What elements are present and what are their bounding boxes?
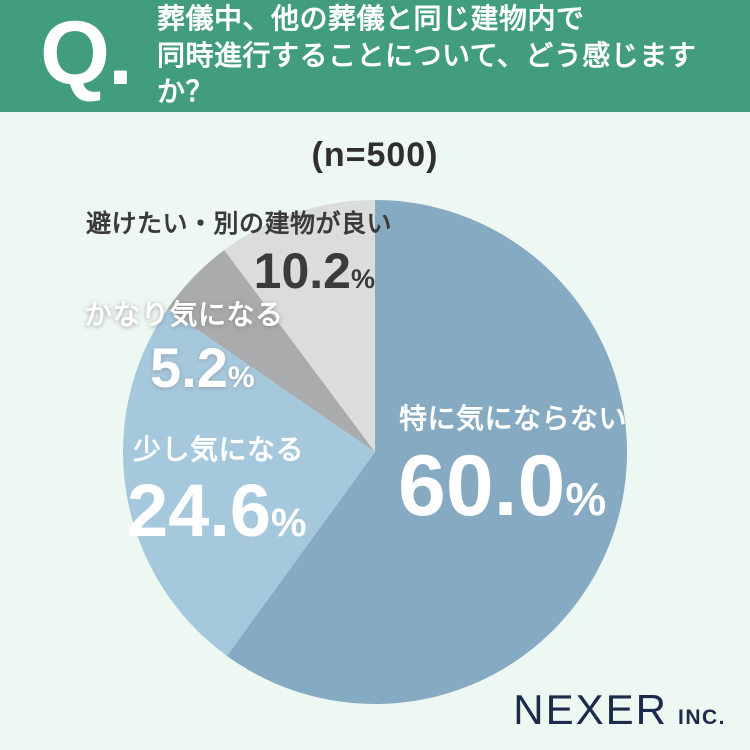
question-text: 葬儀中、他の葬儀と同じ建物内で 同時進行することについて、どう感じますか？ — [157, 1, 750, 110]
slice-label-want-to-avoid: 避けたい・別の建物が良い — [85, 210, 392, 238]
percent-sign: % — [227, 361, 255, 394]
pie-slice-0 — [226, 200, 627, 704]
q-label: Q. — [40, 4, 133, 104]
slice-label-no-concern: 特に気にならない — [399, 403, 628, 434]
slice-value-quite-concerned: 5.2% — [150, 340, 255, 396]
slice-percent-slightly-concerned: 24.6 — [127, 469, 272, 552]
percent-sign: % — [350, 264, 375, 294]
pie-slice-2 — [167, 250, 375, 452]
slice-value-want-to-avoid: 10.2% — [58, 246, 375, 296]
question-header: Q. 葬儀中、他の葬儀と同じ建物内で 同時進行することについて、どう感じますか？ — [0, 0, 750, 112]
percent-sign: % — [271, 501, 307, 545]
sample-size-label: (n=500) — [311, 136, 439, 174]
slice-value-no-concern: 60.0% — [398, 443, 606, 529]
slice-value-slightly-concerned: 24.6% — [127, 474, 307, 548]
slice-label-slightly-concerned: 少し気になる — [133, 434, 305, 465]
percent-sign: % — [565, 473, 607, 525]
pie-slice-3 — [224, 200, 375, 452]
pie-slice-1 — [123, 309, 375, 656]
slice-percent-no-concern: 60.0 — [398, 438, 566, 534]
brand-suffix: INC. — [678, 706, 726, 729]
slice-percent-want-to-avoid: 10.2 — [253, 243, 351, 299]
question-line-1: 葬儀中、他の葬儀と同じ建物内で — [157, 3, 585, 35]
brand-logo: NEXER INC. — [513, 686, 726, 734]
question-line-2: 同時進行することについて、どう感じますか？ — [157, 39, 697, 108]
brand-name: NEXER — [513, 686, 668, 733]
slice-percent-quite-concerned: 5.2 — [150, 336, 228, 399]
slice-label-quite-concerned: かなり気になる — [84, 299, 284, 330]
pie-chart — [123, 200, 627, 704]
